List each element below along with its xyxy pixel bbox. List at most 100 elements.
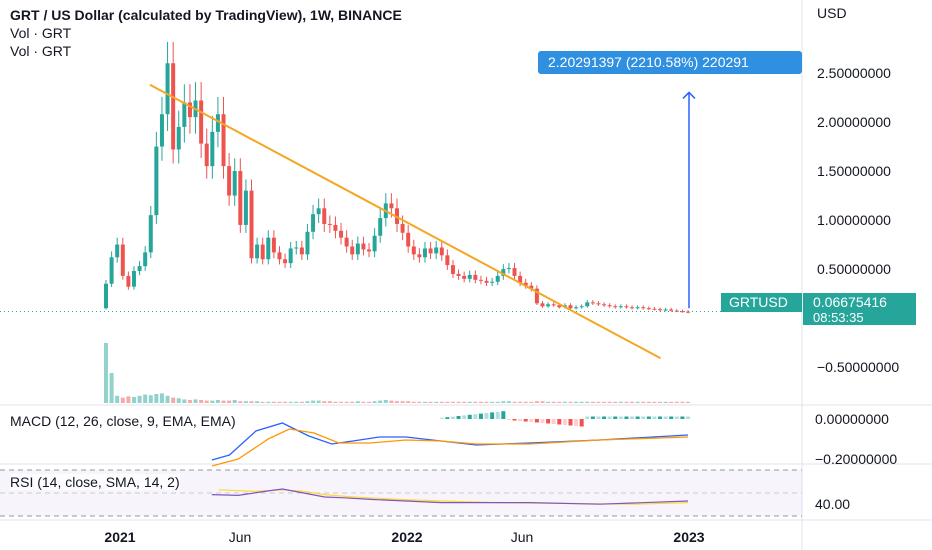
candle-body[interactable]	[512, 268, 517, 276]
volume-legend[interactable]: Vol · GRT	[10, 43, 72, 59]
candle-body[interactable]	[187, 102, 192, 118]
candle-body[interactable]	[182, 102, 187, 127]
candle-body[interactable]	[478, 279, 483, 281]
candle-body[interactable]	[652, 308, 657, 310]
macd-signal-line[interactable]	[211, 428, 689, 467]
candle-body[interactable]	[428, 248, 433, 254]
macd-legend[interactable]: MACD (12, 26, close, 9, EMA, EMA)	[10, 413, 236, 429]
candle-body[interactable]	[495, 275, 500, 282]
candle-body[interactable]	[411, 246, 416, 255]
candle-body[interactable]	[658, 309, 663, 311]
candle-body[interactable]	[344, 237, 349, 247]
candle-body[interactable]	[316, 208, 321, 215]
candle-body[interactable]	[109, 257, 114, 284]
candle-body[interactable]	[557, 305, 562, 308]
candle-body[interactable]	[389, 203, 394, 209]
candle-body[interactable]	[574, 307, 579, 309]
candle-body[interactable]	[322, 208, 327, 224]
candle-body[interactable]	[434, 247, 439, 254]
candle-body[interactable]	[288, 248, 293, 264]
candle-body[interactable]	[255, 244, 260, 259]
price-range-measure[interactable]: 2.20291397 (2210.58%) 220291	[538, 51, 802, 309]
macd-axis[interactable]: 0.00000000 −0.20000000	[815, 411, 897, 467]
candle-body[interactable]	[456, 273, 461, 276]
candle-body[interactable]	[568, 305, 573, 309]
candle-body[interactable]	[131, 271, 136, 287]
candle-body[interactable]	[450, 265, 455, 274]
candle-body[interactable]	[159, 114, 164, 147]
candle-body[interactable]	[249, 190, 254, 259]
candle-body[interactable]	[171, 63, 176, 150]
candle-body[interactable]	[579, 306, 584, 308]
candle-body[interactable]	[467, 274, 472, 279]
candle-body[interactable]	[238, 171, 243, 225]
candle-body[interactable]	[120, 244, 125, 276]
candle-body[interactable]	[534, 288, 539, 304]
candle-body[interactable]	[339, 230, 344, 238]
candle-body[interactable]	[176, 126, 181, 150]
candle-body[interactable]	[406, 232, 411, 247]
candle-body[interactable]	[227, 166, 232, 196]
candle-body[interactable]	[439, 247, 444, 256]
candle-body[interactable]	[277, 252, 282, 260]
candle-body[interactable]	[529, 285, 534, 289]
macd-line[interactable]	[211, 422, 689, 461]
candle-body[interactable]	[686, 311, 690, 313]
candle-body[interactable]	[210, 131, 215, 167]
candle-body[interactable]	[506, 268, 511, 270]
candle-body[interactable]	[126, 275, 131, 287]
volume-legend[interactable]: Vol · GRT	[10, 25, 72, 41]
candle-body[interactable]	[417, 254, 422, 258]
candle-body[interactable]	[137, 266, 142, 272]
candle-body[interactable]	[199, 100, 204, 144]
candle-body[interactable]	[367, 249, 372, 252]
candle-body[interactable]	[154, 146, 159, 216]
candle-body[interactable]	[361, 243, 366, 250]
rsi-line[interactable]	[211, 488, 689, 505]
candle-body[interactable]	[663, 309, 668, 311]
candle-body[interactable]	[646, 308, 651, 310]
candle-body[interactable]	[613, 306, 618, 308]
candle-body[interactable]	[243, 190, 248, 225]
candle-body[interactable]	[473, 274, 478, 280]
candle-body[interactable]	[607, 305, 612, 307]
candle-body[interactable]	[299, 247, 304, 255]
candle-body[interactable]	[104, 283, 108, 309]
candle-body[interactable]	[422, 248, 427, 258]
candle-body[interactable]	[618, 306, 623, 308]
candle-body[interactable]	[305, 231, 310, 255]
candle-body[interactable]	[462, 275, 467, 279]
candle-body[interactable]	[518, 275, 523, 283]
candle-body[interactable]	[546, 304, 551, 307]
candle-body[interactable]	[204, 143, 209, 167]
candle-body[interactable]	[501, 269, 506, 276]
chart-title[interactable]: GRT / US Dollar (calculated by TradingVi…	[10, 7, 402, 23]
rsi-legend[interactable]: RSI (14, close, SMA, 14, 2)	[10, 474, 180, 490]
candle-body[interactable]	[590, 302, 595, 304]
candle-body[interactable]	[283, 259, 288, 264]
candle-body[interactable]	[378, 218, 383, 236]
candle-body[interactable]	[115, 244, 120, 258]
macd-pane[interactable]	[211, 411, 690, 467]
price-axis[interactable]: USD 2.50000000 2.00000000 1.50000000 1.0000…	[817, 5, 899, 375]
candle-body[interactable]	[232, 171, 237, 196]
rsi-pane[interactable]	[211, 488, 689, 505]
candle-body[interactable]	[624, 306, 629, 308]
candle-body[interactable]	[596, 303, 601, 305]
candle-body[interactable]	[669, 309, 674, 311]
candle-body[interactable]	[294, 247, 299, 249]
candle-body[interactable]	[311, 214, 316, 232]
candle-body[interactable]	[680, 311, 685, 313]
candle-body[interactable]	[271, 237, 276, 253]
candle-body[interactable]	[355, 243, 360, 255]
candle-body[interactable]	[350, 246, 355, 255]
rsi-axis[interactable]: 40.00	[815, 496, 850, 512]
candle-body[interactable]	[333, 224, 338, 231]
candle-body[interactable]	[490, 281, 495, 283]
candle-body[interactable]	[540, 303, 545, 307]
candle-body[interactable]	[266, 237, 271, 260]
candle-body[interactable]	[523, 282, 528, 286]
candle-body[interactable]	[602, 304, 607, 306]
candle-body[interactable]	[143, 252, 148, 267]
